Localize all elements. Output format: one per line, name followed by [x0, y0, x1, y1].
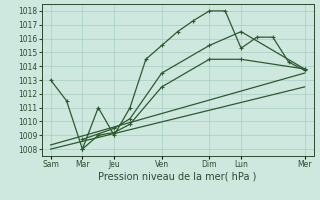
X-axis label: Pression niveau de la mer( hPa ): Pression niveau de la mer( hPa ) — [99, 172, 257, 182]
